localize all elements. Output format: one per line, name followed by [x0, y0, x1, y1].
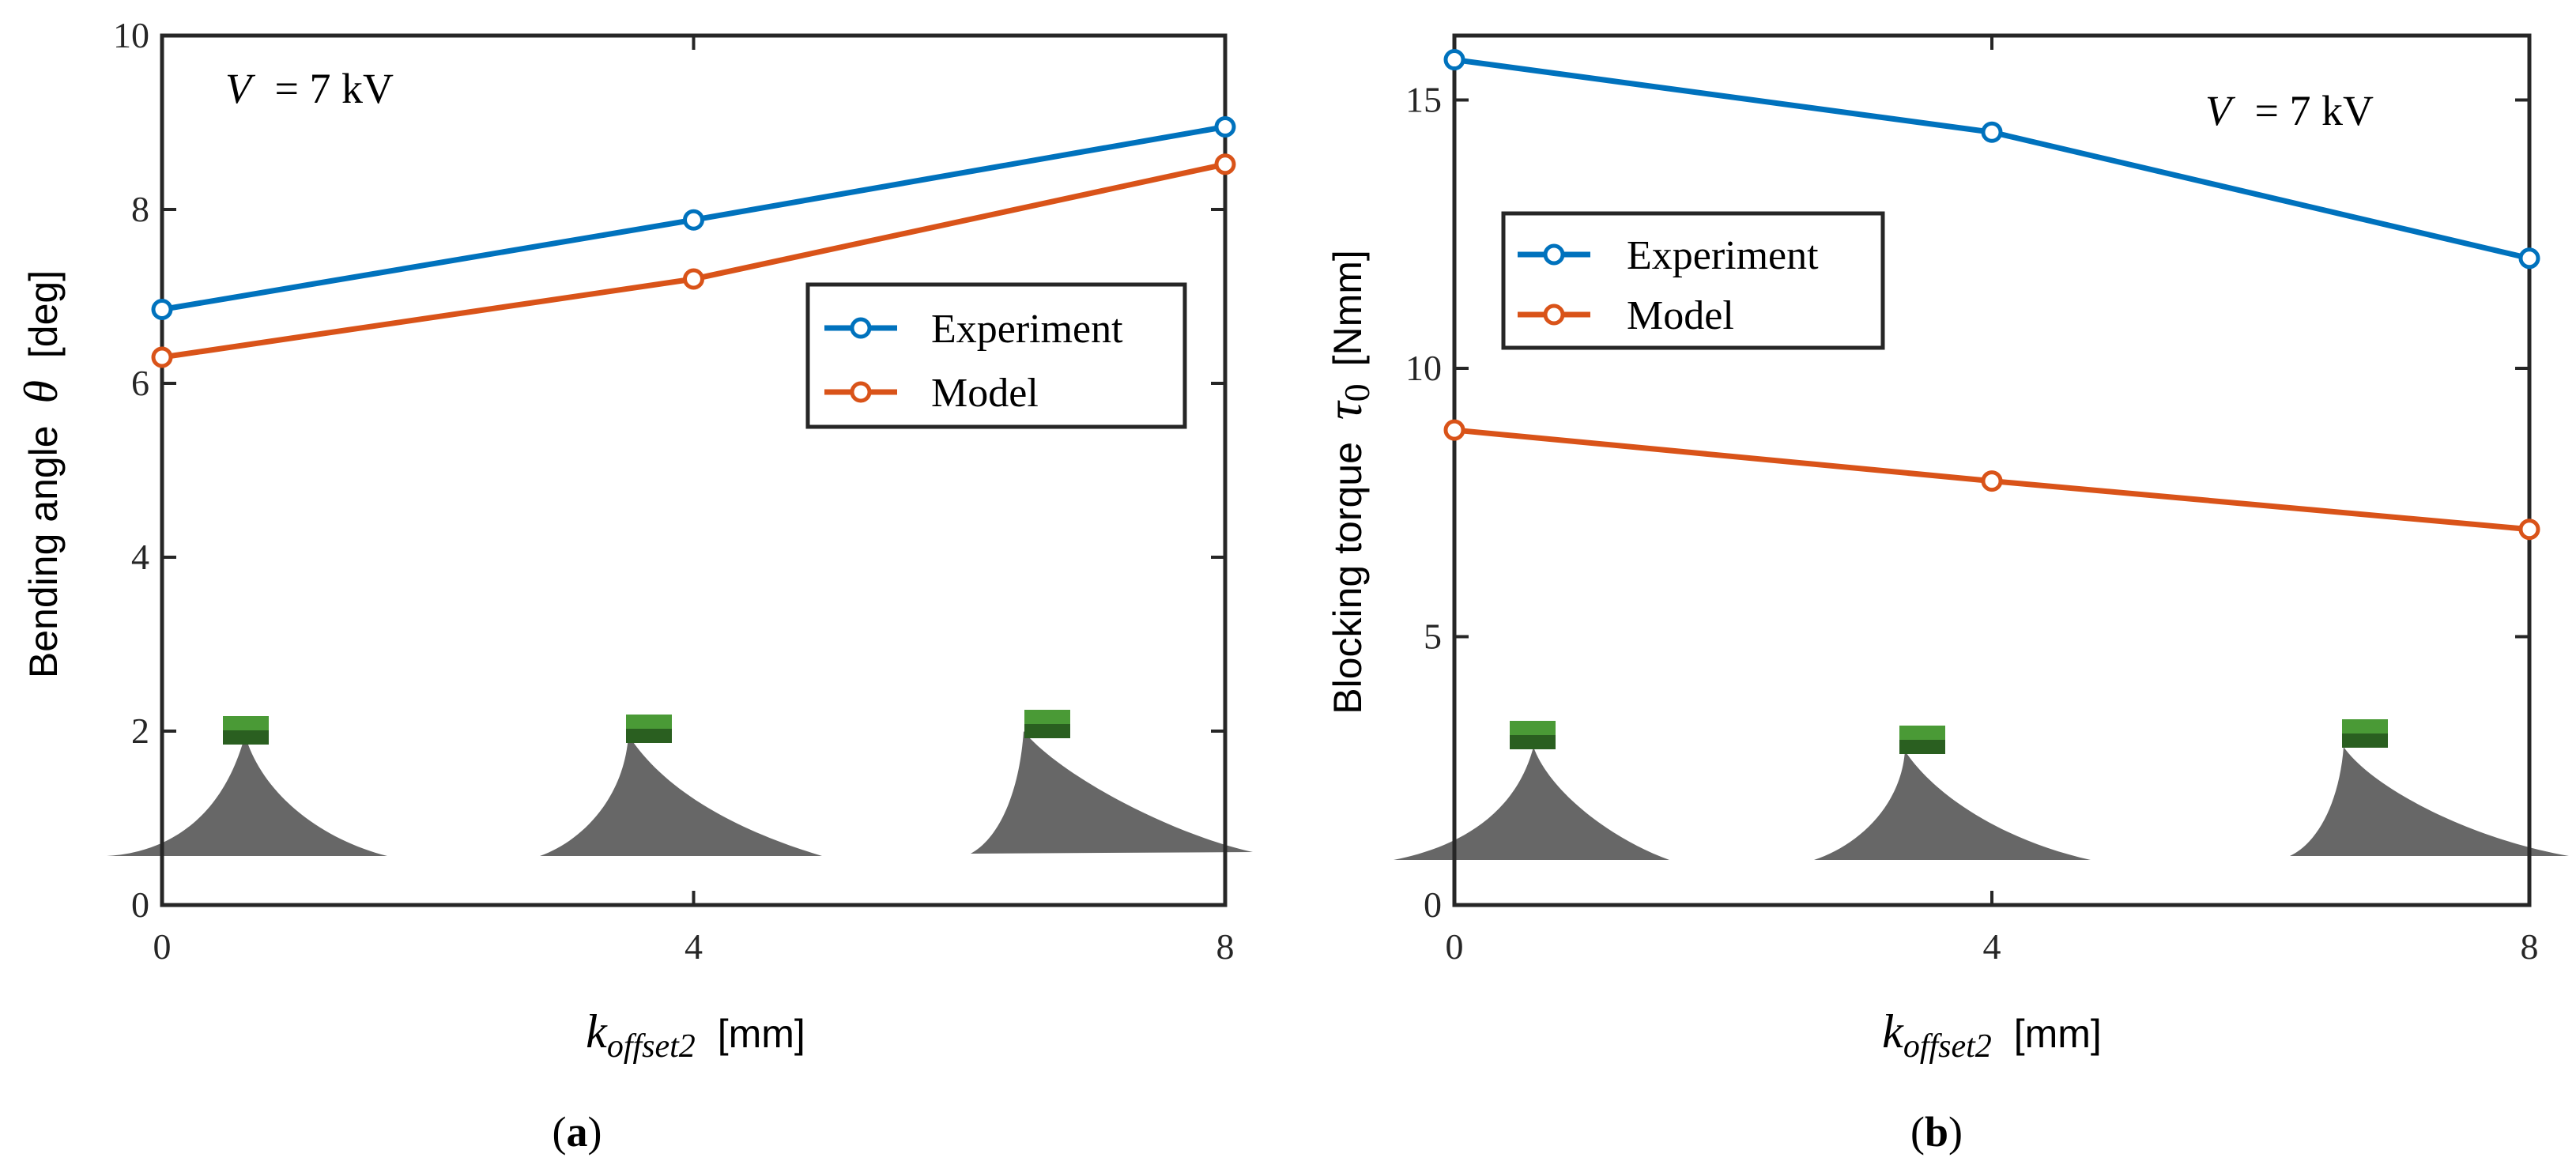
y-tick-label: 10	[113, 15, 149, 55]
panel-a: 0 2 4 6 8 10 0 4 8 V = 7 kV Experiment Model Ben…	[15, 15, 1253, 1156]
data-point-experiment	[1443, 49, 1465, 71]
annotation-voltage-b: V = 7 kV	[2205, 87, 2374, 134]
legend-marker-model	[1543, 304, 1565, 326]
legend-label-model: Model	[1627, 293, 1734, 338]
y-tick-label: 4	[131, 537, 149, 577]
data-point-model	[683, 268, 704, 290]
actuator-illustrations-a	[107, 710, 1253, 856]
legend-marker-model	[850, 381, 872, 403]
data-point-model	[1443, 419, 1465, 441]
ylabel-a: Bending angle θ [deg]	[15, 270, 67, 678]
data-point-experiment	[2518, 247, 2540, 270]
x-tick-label: 0	[1446, 926, 1464, 967]
legend-label-experiment: Experiment	[931, 307, 1123, 352]
y-tick-label: 5	[1424, 616, 1442, 656]
legend-marker-experiment	[850, 317, 872, 339]
ticks-b: 0 5 10 15 0 4 8	[1405, 36, 2539, 967]
ticks-a: 0 2 4 6 8 10 0 4 8	[113, 15, 1235, 967]
ylabel-b: Blocking torque τ0 [Nmm]	[1316, 250, 1378, 715]
x-tick-label: 4	[1983, 926, 2001, 967]
data-point-experiment	[683, 209, 704, 231]
series-b	[1443, 49, 2540, 541]
x-tick-label: 0	[153, 926, 172, 967]
legend-marker-experiment	[1543, 243, 1565, 266]
panel-label-b: (b)	[1910, 1108, 1963, 1156]
data-point-model	[151, 346, 173, 368]
data-point-model	[2518, 519, 2540, 541]
data-point-experiment	[1981, 121, 2003, 143]
x-tick-label: 8	[2521, 926, 2539, 967]
legend-b: Experiment Model	[1501, 211, 1885, 350]
y-tick-label: 8	[131, 189, 149, 229]
actuator-illustrations-b	[1394, 719, 2569, 860]
data-point-experiment	[1214, 116, 1236, 138]
y-tick-label: 2	[131, 711, 149, 751]
legend-box	[1501, 211, 1885, 350]
data-point-model	[1981, 470, 2003, 492]
actuator-icon	[1814, 726, 2091, 860]
actuator-icon	[2290, 719, 2569, 856]
y-tick-label: 0	[1424, 884, 1442, 925]
xlabel-a: koffset2 [mm]	[586, 1005, 805, 1065]
x-tick-label: 8	[1216, 926, 1235, 967]
legend-box	[805, 282, 1187, 429]
actuator-icon	[107, 716, 387, 856]
data-point-experiment	[151, 299, 173, 320]
legend-label-experiment: Experiment	[1627, 233, 1819, 278]
series-a	[151, 116, 1236, 368]
annotation-voltage-a: V = 7 kV	[225, 65, 394, 112]
data-point-model	[1214, 153, 1236, 175]
panel-label-a: (a)	[553, 1108, 602, 1156]
xlabel-b: koffset2 [mm]	[1882, 1005, 2102, 1065]
x-tick-label: 4	[685, 926, 703, 967]
y-tick-label: 15	[1405, 79, 1442, 119]
y-tick-label: 10	[1405, 348, 1442, 388]
legend-a: Experiment Model	[805, 282, 1187, 429]
actuator-icon	[540, 715, 822, 856]
y-tick-label: 0	[131, 884, 149, 925]
actuator-icon	[971, 710, 1253, 854]
actuator-icon	[1394, 721, 1669, 860]
legend-label-model: Model	[931, 371, 1039, 416]
y-tick-label: 6	[131, 363, 149, 403]
panel-b: 0 5 10 15 0 4 8 V = 7 kV Experiment Model Bloc…	[1316, 33, 2569, 1156]
